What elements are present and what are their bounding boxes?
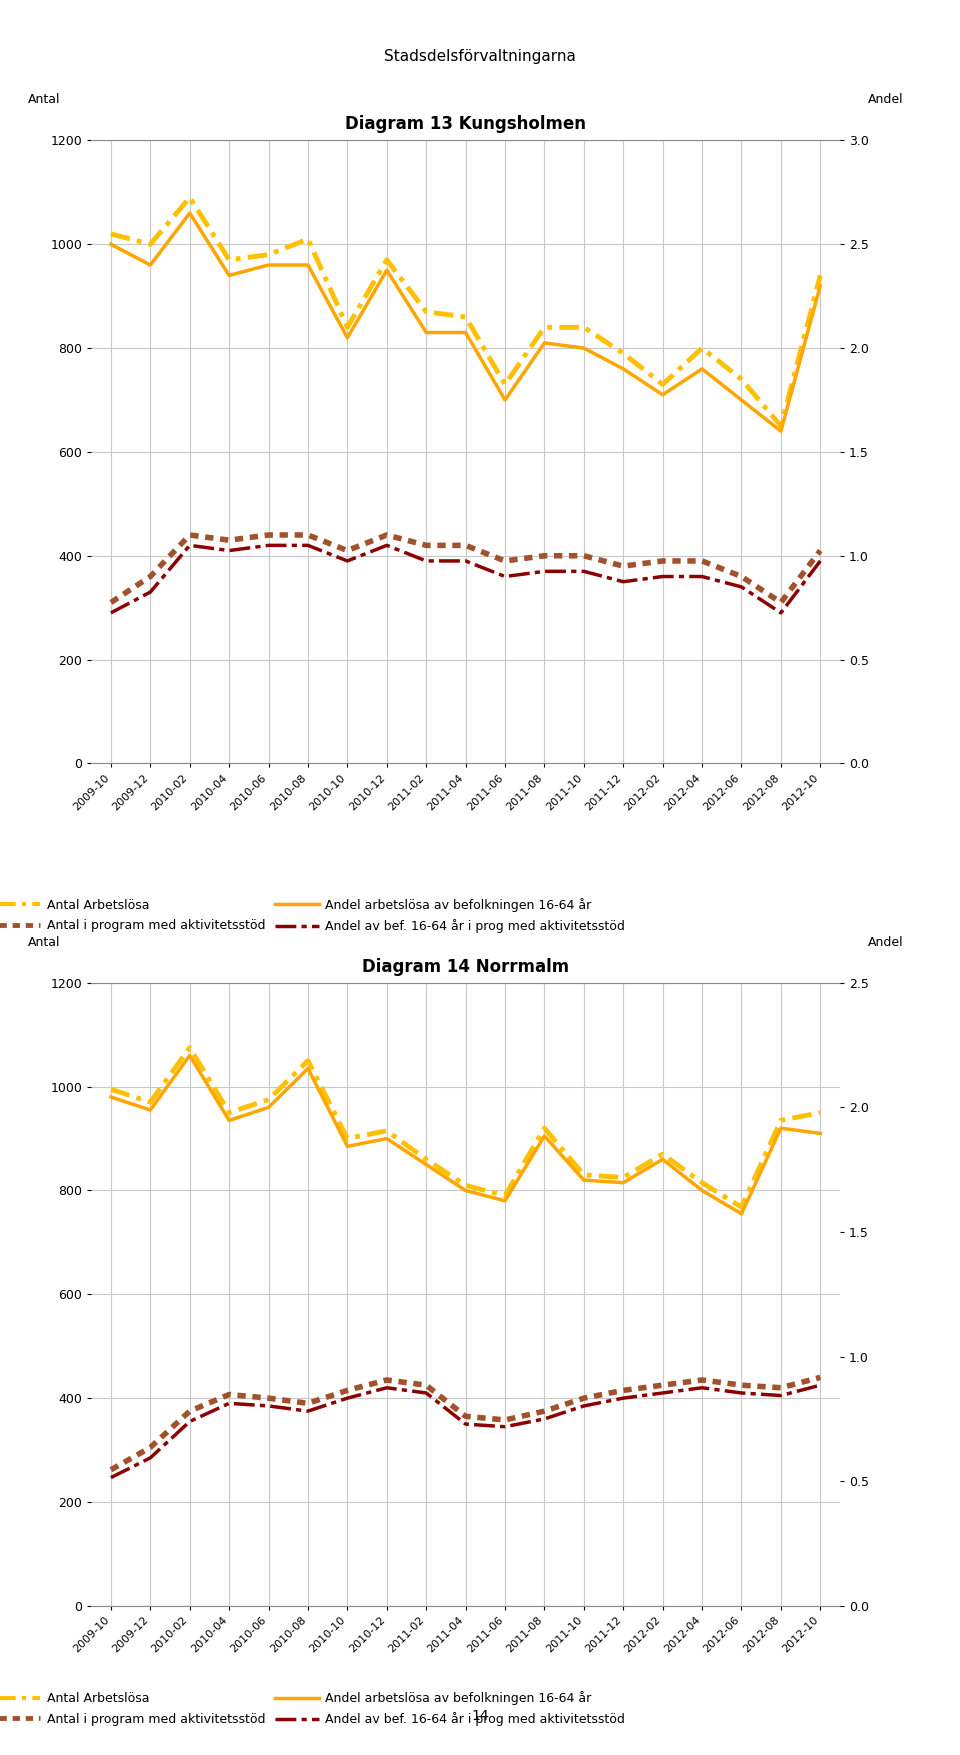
Title: Diagram 14 Norrmalm: Diagram 14 Norrmalm	[362, 958, 569, 976]
Legend: Antal Arbetslösa, Antal i program med aktivitetsstöd, Andel arbetslösa av befolk: Antal Arbetslösa, Antal i program med ak…	[0, 899, 625, 934]
Legend: Antal Arbetslösa, Antal i program med aktivitetsstöd, Andel arbetslösa av befolk: Antal Arbetslösa, Antal i program med ak…	[0, 1692, 625, 1727]
Text: Andel: Andel	[868, 935, 903, 948]
Text: Andel: Andel	[868, 93, 903, 105]
Title: Diagram 13 Kungsholmen: Diagram 13 Kungsholmen	[345, 116, 587, 133]
Text: Antal: Antal	[28, 93, 60, 105]
Text: Stadsdelsförvaltningarna: Stadsdelsförvaltningarna	[384, 49, 576, 65]
Text: 14: 14	[471, 1709, 489, 1723]
Text: Antal: Antal	[28, 935, 60, 948]
